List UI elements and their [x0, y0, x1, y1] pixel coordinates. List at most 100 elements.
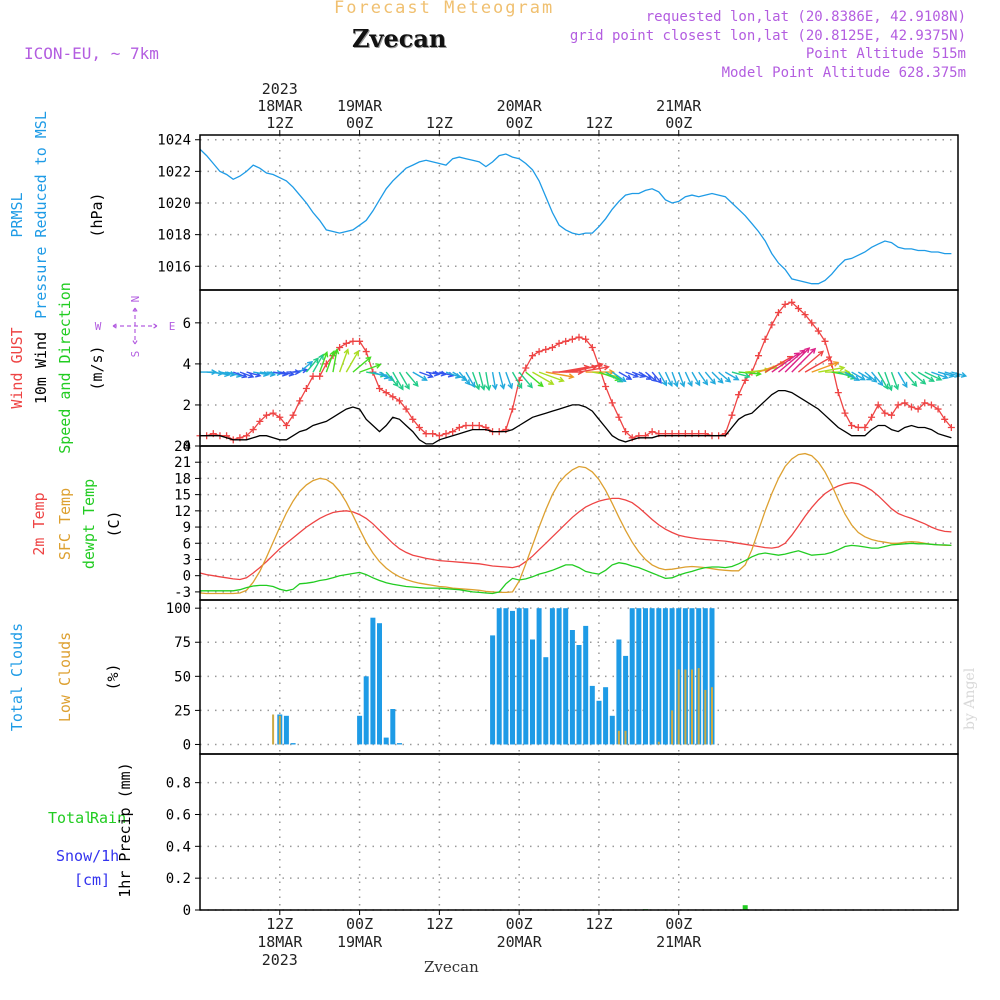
- bottom-time-label: 18MAR: [257, 933, 303, 951]
- gust-marker: [781, 300, 789, 308]
- wind-arrow-head: [838, 365, 846, 372]
- wind-arrow: [844, 371, 860, 381]
- wind-arrow-head: [313, 357, 319, 364]
- wind-arrow-head: [485, 384, 492, 392]
- series-line-gust: [200, 301, 952, 441]
- wind-arrow: [445, 371, 461, 378]
- gust-marker: [449, 428, 457, 436]
- series-line-wind10m: [200, 389, 952, 445]
- panel-label: (%): [104, 663, 122, 690]
- bar-total_block2: [656, 608, 662, 745]
- gust-marker: [801, 311, 809, 319]
- wind-arrow: [572, 363, 603, 373]
- wind-arrow: [432, 371, 446, 376]
- bar-total_block2: [669, 608, 675, 745]
- wind-arrow-head: [507, 383, 514, 390]
- wind-arrow-head: [942, 373, 949, 380]
- wind-arrow-head: [625, 374, 633, 380]
- gust-marker: [376, 385, 384, 393]
- wind-arrow: [611, 371, 626, 382]
- wind-arrow-head: [322, 351, 329, 358]
- wind-arrow-head: [365, 356, 372, 363]
- gust-marker: [509, 405, 517, 413]
- wind-arrow: [239, 371, 254, 378]
- wind-arrow-head: [645, 374, 653, 380]
- gust-marker: [941, 415, 949, 423]
- panel-label: 1hr Precip (mm): [116, 762, 134, 897]
- bottom-time-label: 12Z: [585, 915, 612, 933]
- wind-arrow-head: [651, 376, 658, 383]
- wind-arrow: [671, 371, 678, 387]
- wind-arrow-head: [608, 369, 616, 376]
- y-tick-label: -3: [174, 585, 191, 601]
- wind-arrow: [618, 371, 632, 380]
- panel-label: PRMSL: [8, 192, 26, 237]
- wind-arrow: [731, 371, 750, 378]
- gust-marker: [854, 424, 862, 432]
- wind-arrow-head: [928, 376, 935, 382]
- wind-arrow-head: [871, 376, 878, 383]
- bar-total_block2: [503, 608, 509, 745]
- gust-marker: [336, 343, 344, 351]
- wind-arrow: [491, 371, 497, 389]
- bar-rain: [742, 905, 748, 910]
- bar-total_block2: [569, 630, 575, 745]
- gust-marker: [282, 421, 290, 429]
- gust-marker: [608, 399, 616, 407]
- gust-marker: [469, 421, 477, 429]
- wind-arrow: [625, 371, 639, 378]
- bar-total_block2: [530, 639, 535, 745]
- gust-marker: [901, 399, 909, 407]
- wind-arrow: [213, 371, 230, 376]
- panel-label: Speed and Direction: [56, 282, 74, 454]
- top-time-label: 12Z: [585, 114, 612, 132]
- series-line-pressure: [199, 148, 952, 285]
- bar-total_block2: [563, 608, 569, 745]
- wind-arrow: [631, 371, 645, 378]
- wind-arrow-head: [558, 376, 565, 383]
- wind-arrow: [273, 371, 288, 376]
- bar-total_block2: [490, 635, 496, 745]
- y-tick-label: 15: [174, 488, 191, 504]
- wind-arrow-head: [603, 364, 610, 371]
- gust-marker: [582, 335, 590, 343]
- series-line-sfc: [199, 452, 952, 595]
- bar-total: [357, 715, 363, 745]
- wind-arrow-head: [733, 374, 740, 381]
- gust-marker: [289, 411, 297, 419]
- bar-total_block2: [589, 685, 595, 745]
- wind-arrow-head: [294, 369, 301, 376]
- wind-arrow-head: [597, 362, 604, 369]
- wind-arrow: [718, 371, 731, 383]
- gust-marker: [921, 399, 929, 407]
- y-tick-label: 100: [166, 601, 191, 617]
- bar-total_block2: [523, 608, 529, 745]
- wind-arrow-head: [329, 350, 336, 357]
- y-tick-label: 6: [183, 316, 191, 332]
- wind-arrow-head: [333, 348, 340, 355]
- gust-marker: [542, 346, 550, 354]
- panel-label: 10m Wind: [32, 332, 50, 404]
- wind-arrow: [518, 371, 533, 388]
- wind-arrow: [299, 361, 313, 373]
- wind-arrow: [944, 371, 960, 377]
- gust-marker: [316, 372, 324, 380]
- bottom-time-label: 12Z: [266, 915, 293, 933]
- wind-arrow-head: [817, 350, 825, 357]
- bottom-time-label: 2023: [262, 951, 298, 969]
- y-tick-label: 6: [183, 536, 191, 552]
- wind-arrow-head: [392, 380, 399, 388]
- gust-marker: [602, 382, 610, 390]
- footer-location: Zvecan: [424, 958, 479, 976]
- bar-total_block2: [629, 608, 635, 745]
- wind-arrow: [711, 371, 724, 384]
- wind-arrow-head: [717, 377, 724, 384]
- gust-marker: [648, 428, 656, 436]
- wind-arrow: [439, 371, 454, 377]
- wind-arrow: [871, 371, 884, 386]
- wind-arrow-head: [844, 369, 851, 376]
- bar-total_block2: [510, 610, 515, 745]
- wind-arrow: [864, 371, 877, 383]
- wind-arrow: [345, 350, 359, 373]
